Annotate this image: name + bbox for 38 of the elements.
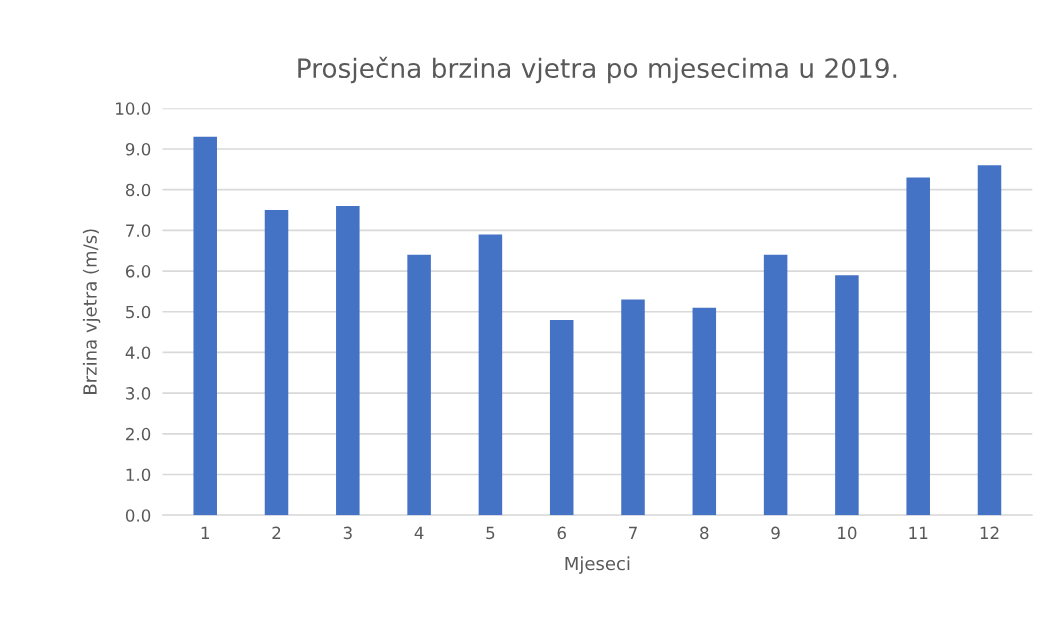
chart-title: Prosječna brzina vjetra po mjesecima u 2019. bbox=[298, 56, 897, 84]
y-tick-label: 9.0 bbox=[125, 142, 151, 156]
y-axis-title: Brzina vjetra (m/s) bbox=[82, 229, 101, 394]
x-axis-title: Mjeseci bbox=[565, 556, 630, 574]
bar bbox=[407, 254, 431, 516]
x-tick-label: 4 bbox=[414, 526, 424, 539]
y-tick-label: 10.0 bbox=[116, 102, 151, 115]
y-tick-label: 1.0 bbox=[126, 468, 151, 482]
x-tick-label: 1 bbox=[201, 526, 209, 539]
bar bbox=[478, 234, 503, 516]
y-tick-label: 3.0 bbox=[126, 387, 151, 400]
bar bbox=[692, 307, 717, 516]
x-tick-label: 2 bbox=[272, 526, 281, 539]
x-tick-label: 6 bbox=[557, 526, 566, 540]
bar bbox=[763, 254, 788, 516]
bar bbox=[835, 275, 859, 516]
y-tick-label: 0.0 bbox=[125, 509, 151, 522]
y-tick-label: 6.0 bbox=[125, 265, 151, 278]
y-tick-label: 4.0 bbox=[125, 346, 151, 360]
x-tick-label: 3 bbox=[343, 526, 352, 540]
bar bbox=[549, 319, 574, 516]
y-tick-label: 2.0 bbox=[126, 427, 151, 441]
x-tick-label: 8 bbox=[700, 526, 709, 540]
x-tick-label: 12 bbox=[980, 526, 999, 539]
y-tick-label: 5.0 bbox=[126, 305, 151, 319]
bar bbox=[264, 210, 289, 516]
bar bbox=[621, 299, 645, 516]
bar bbox=[906, 177, 930, 516]
bar bbox=[336, 205, 360, 516]
x-tick-label: 11 bbox=[909, 526, 928, 539]
x-tick-label: 9 bbox=[771, 526, 780, 540]
bar bbox=[977, 165, 1002, 516]
x-tick-label: 5 bbox=[486, 526, 495, 540]
y-tick-label: 7.0 bbox=[126, 224, 151, 237]
y-tick-label: 8.0 bbox=[125, 183, 151, 197]
bar bbox=[193, 136, 217, 516]
x-tick-label: 10 bbox=[838, 526, 857, 540]
x-tick-label: 7 bbox=[629, 526, 637, 539]
